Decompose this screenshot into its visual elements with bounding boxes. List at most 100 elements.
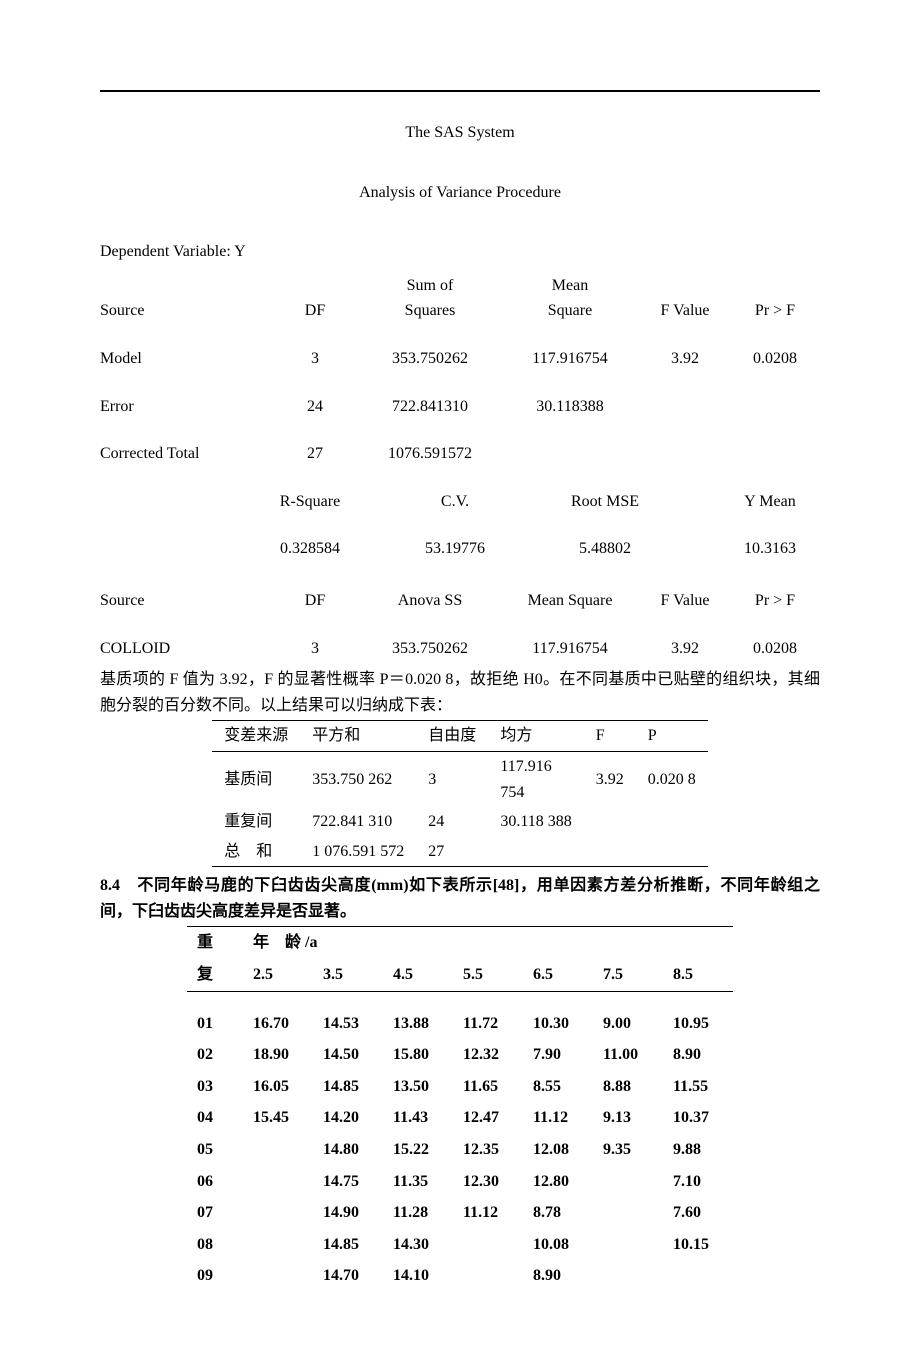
hdr2-ss: Anova SS bbox=[360, 588, 500, 614]
cn-cell bbox=[488, 837, 583, 867]
rep-cell: 04 bbox=[187, 1102, 243, 1134]
data-cell: 7.60 bbox=[663, 1197, 733, 1229]
val-cv: 53.19776 bbox=[380, 536, 530, 562]
hdr-cv: C.V. bbox=[380, 489, 530, 515]
age-column-header: 8.5 bbox=[663, 959, 733, 991]
hdr2-p: Pr > F bbox=[730, 588, 820, 614]
data-cell: 14.85 bbox=[313, 1229, 383, 1261]
rep-cell: 09 bbox=[187, 1260, 243, 1292]
hdr-rsquare: R-Square bbox=[240, 489, 380, 515]
hdr-meansq-bot: Square bbox=[500, 298, 640, 324]
data-cell bbox=[453, 1260, 523, 1292]
data-cell: 12.30 bbox=[453, 1166, 523, 1198]
rep-cell: 05 bbox=[187, 1134, 243, 1166]
anova-cell-df: 3 bbox=[270, 346, 360, 372]
data-cell: 9.13 bbox=[593, 1102, 663, 1134]
age-column-header: 3.5 bbox=[313, 959, 383, 991]
anova2-cell-ss: 353.750262 bbox=[360, 636, 500, 662]
rep-cell: 03 bbox=[187, 1071, 243, 1103]
fit-stats-table: R-Square C.V. Root MSE Y Mean 0.328584 5… bbox=[240, 489, 860, 562]
data-cell: 14.30 bbox=[383, 1229, 453, 1261]
data-cell bbox=[593, 1166, 663, 1198]
cn-cell: 1 076.591 572 bbox=[300, 837, 416, 867]
anova-table: Source DF Sum of Mean F Value Pr > F Squ… bbox=[100, 273, 820, 467]
cn-cell: 0.020 8 bbox=[636, 751, 708, 807]
hdr2-df: DF bbox=[270, 588, 360, 614]
data-row: 0714.9011.2811.128.787.60 bbox=[187, 1197, 733, 1229]
data-cell: 10.08 bbox=[523, 1229, 593, 1261]
data-cell: 12.35 bbox=[453, 1134, 523, 1166]
data-cell bbox=[243, 1134, 313, 1166]
hdr-meansq-top: Mean bbox=[500, 273, 640, 299]
anova-cell-source: Error bbox=[100, 394, 270, 420]
age-column-header: 2.5 bbox=[243, 959, 313, 991]
data-cell: 9.35 bbox=[593, 1134, 663, 1166]
rep-header-bot: 复 bbox=[187, 959, 243, 991]
cn-header-cell: F bbox=[584, 721, 636, 752]
cn-row: 总 和1 076.591 57227 bbox=[212, 837, 707, 867]
cn-row: 基质间353.750 2623117.9167543.920.020 8 bbox=[212, 751, 707, 807]
data-row: 09 14.7014.10 8.90 bbox=[187, 1260, 733, 1292]
cn-cell: 117.916754 bbox=[488, 751, 583, 807]
sas-title: The SAS System bbox=[100, 120, 820, 146]
cn-header-cell: P bbox=[636, 721, 708, 752]
cn-row: 重复间722.841 3102430.118 388 bbox=[212, 807, 707, 837]
anova-row: Corrected Total271076.591572 bbox=[100, 441, 820, 467]
data-row: 0415.4514.2011.4312.4711.129.1310.37 bbox=[187, 1102, 733, 1134]
data-cell bbox=[243, 1166, 313, 1198]
data-cell: 14.70 bbox=[313, 1260, 383, 1292]
section-8-4-heading: 8.4 不同年龄马鹿的下臼齿齿尖高度(mm)如下表所示[48]，用单因素方差分析… bbox=[100, 873, 820, 924]
rep-cell: 02 bbox=[187, 1039, 243, 1071]
cn-cell bbox=[636, 837, 708, 867]
data-cell: 14.53 bbox=[313, 1008, 383, 1040]
data-cell: 11.55 bbox=[663, 1071, 733, 1103]
data-cell: 8.90 bbox=[663, 1039, 733, 1071]
anova-subtitle: Analysis of Variance Procedure bbox=[100, 180, 820, 206]
data-cell: 14.50 bbox=[313, 1039, 383, 1071]
data-cell: 10.15 bbox=[663, 1229, 733, 1261]
data-cell: 14.90 bbox=[313, 1197, 383, 1229]
anova2-cell-f: 3.92 bbox=[640, 636, 730, 662]
val-ymean: 10.3163 bbox=[680, 536, 860, 562]
data-row: 0316.0514.8513.5011.658.558.8811.55 bbox=[187, 1071, 733, 1103]
data-cell: 8.55 bbox=[523, 1071, 593, 1103]
data-cell: 14.10 bbox=[383, 1260, 453, 1292]
data-cell: 11.43 bbox=[383, 1102, 453, 1134]
rep-cell: 01 bbox=[187, 1008, 243, 1040]
anova-cell-p bbox=[730, 394, 820, 420]
rep-cell: 07 bbox=[187, 1197, 243, 1229]
hdr2-f: F Value bbox=[640, 588, 730, 614]
data-cell: 12.08 bbox=[523, 1134, 593, 1166]
data-row: 0814.8514.3010.0810.15 bbox=[187, 1229, 733, 1261]
data-cell: 11.00 bbox=[593, 1039, 663, 1071]
anova-cell-df: 24 bbox=[270, 394, 360, 420]
cn-cell: 重复间 bbox=[212, 807, 300, 837]
val-rsquare: 0.328584 bbox=[240, 536, 380, 562]
age-header: 年 龄 /a bbox=[243, 927, 733, 959]
cn-summary-table: 变差来源平方和自由度均方FP 基质间353.750 2623117.916754… bbox=[212, 720, 707, 867]
anova-row: Error24722.84131030.118388 bbox=[100, 394, 820, 420]
data-cell bbox=[243, 1197, 313, 1229]
data-cell: 8.90 bbox=[523, 1260, 593, 1292]
data-cell bbox=[453, 1229, 523, 1261]
anova-cell-ss: 353.750262 bbox=[360, 346, 500, 372]
data-row: 0218.9014.5015.8012.327.9011.008.90 bbox=[187, 1039, 733, 1071]
data-cell: 10.95 bbox=[663, 1008, 733, 1040]
cn-cell: 总 和 bbox=[212, 837, 300, 867]
data-cell: 12.47 bbox=[453, 1102, 523, 1134]
data-cell: 7.10 bbox=[663, 1166, 733, 1198]
cn-cell: 24 bbox=[416, 807, 488, 837]
data-cell bbox=[663, 1260, 733, 1292]
age-column-header: 7.5 bbox=[593, 959, 663, 991]
data-cell: 9.00 bbox=[593, 1008, 663, 1040]
data-cell: 11.28 bbox=[383, 1197, 453, 1229]
cn-cell bbox=[636, 807, 708, 837]
hdr2-source: Source bbox=[100, 588, 270, 614]
hdr-source: Source bbox=[100, 273, 270, 324]
anova-cell-ms: 117.916754 bbox=[500, 346, 640, 372]
anova-cell-p: 0.0208 bbox=[730, 346, 820, 372]
rep-cell: 06 bbox=[187, 1166, 243, 1198]
data-cell: 11.35 bbox=[383, 1166, 453, 1198]
cn-cell: 30.118 388 bbox=[488, 807, 583, 837]
data-cell: 15.45 bbox=[243, 1102, 313, 1134]
